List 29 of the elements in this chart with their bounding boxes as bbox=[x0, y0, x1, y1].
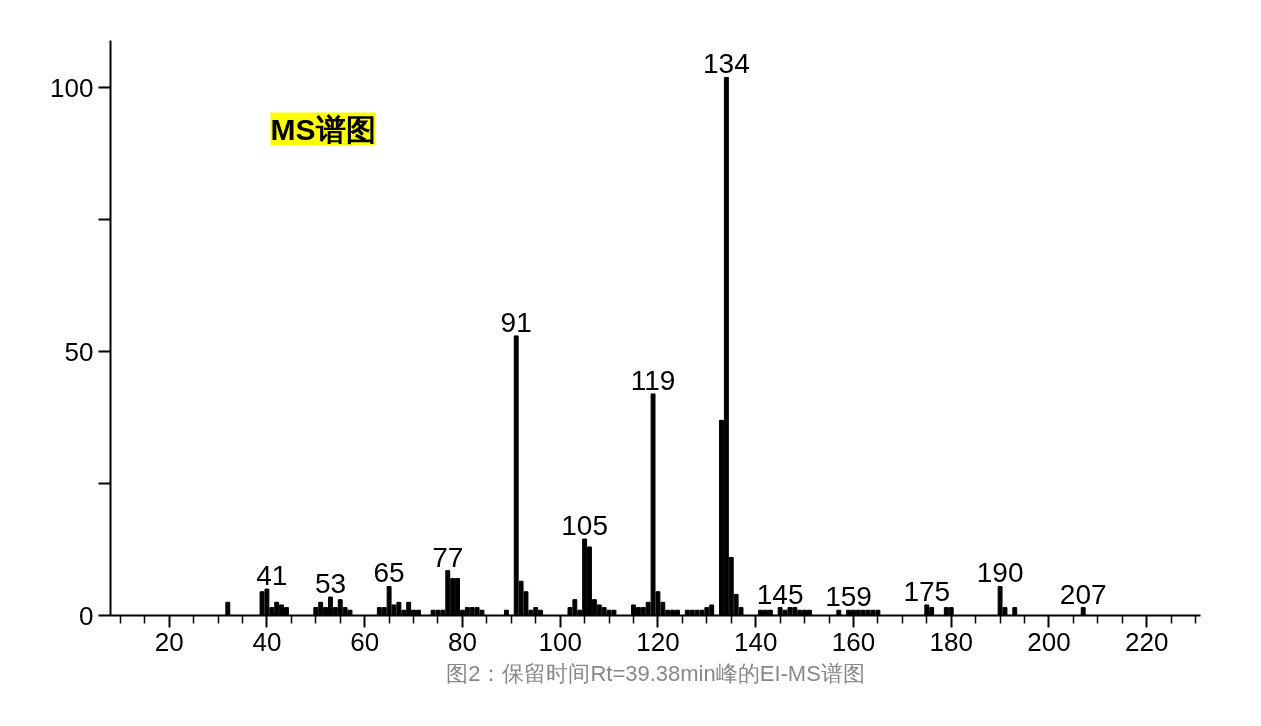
annotation: 207 bbox=[1059, 578, 1107, 610]
x-tick-label: 100 bbox=[538, 626, 582, 657]
annotation: 190 bbox=[976, 557, 1024, 589]
x-tick-label: 160 bbox=[831, 626, 876, 657]
annotation: 175 bbox=[903, 575, 951, 607]
y-tick-label: 50 bbox=[64, 336, 94, 367]
x-tick-label: 40 bbox=[252, 626, 282, 657]
annotation: 159 bbox=[825, 581, 872, 613]
x-tick-label: 200 bbox=[1027, 626, 1071, 657]
annotation: 91 bbox=[500, 306, 532, 338]
annotation: 134 bbox=[703, 48, 750, 80]
x-tick-label: 60 bbox=[350, 626, 380, 657]
y-tick-label: 100 bbox=[50, 72, 94, 103]
annotation: 105 bbox=[561, 510, 608, 542]
caption: 图2：保留时间Rt=39.38min峰的EI-MS谱图 bbox=[446, 660, 865, 686]
annotation: 119 bbox=[630, 364, 676, 396]
annotation: 65 bbox=[373, 557, 405, 589]
annotation: 53 bbox=[314, 568, 347, 600]
x-tick-label: 220 bbox=[1125, 626, 1169, 657]
x-tick-label: 80 bbox=[447, 626, 477, 657]
x-tick-label: 180 bbox=[929, 626, 973, 657]
x-tick-label: 140 bbox=[734, 626, 778, 657]
annotation: 77 bbox=[432, 541, 464, 573]
annotation: 41 bbox=[256, 560, 288, 592]
x-tick-label: 20 bbox=[154, 626, 184, 657]
y-tick-label: 0 bbox=[79, 600, 94, 631]
text: MS谱图 bbox=[270, 112, 376, 146]
x-tick-label: 120 bbox=[636, 626, 680, 657]
annotation: 145 bbox=[756, 578, 804, 610]
